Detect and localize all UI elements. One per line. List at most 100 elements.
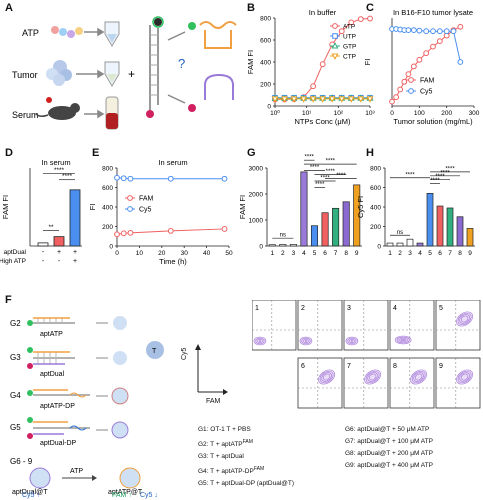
legend-g3: G3: T + aptDual (198, 453, 244, 461)
chart-G-xtick-label: 3 (292, 250, 296, 257)
chart-E-point-FAM (120, 230, 127, 237)
chart-G-xtick-label: 2 (281, 250, 285, 257)
chart-H-xtick-label: 9 (468, 250, 472, 257)
tube-icons (104, 21, 120, 130)
chart-E-ytick-label: 600 (102, 185, 113, 192)
chart-C-ylabel: FI (363, 59, 372, 66)
chart-C-point-FAM (393, 94, 400, 101)
chart-C-point-Cy5 (457, 59, 464, 65)
construct-g2-id: G2 (10, 319, 21, 328)
chart-B-point-CTP (328, 96, 336, 103)
flow-contour (367, 372, 378, 382)
t-cell-icon (146, 341, 164, 359)
chart-C-point-Cy5 (450, 28, 457, 35)
chart-C-point-FAM (436, 38, 443, 44)
serum-row-label: Serum (12, 110, 39, 120)
panel-label-h: H (366, 147, 374, 159)
chart-E-title: In serum (158, 158, 187, 167)
chart-G-bar (268, 244, 276, 247)
complex-right-label: aptATP@T (108, 489, 143, 496)
chart-E-xtick-label: 0 (115, 250, 119, 257)
chart-D-condition: + (73, 249, 77, 256)
chart-C-point-Cy5 (430, 28, 436, 35)
flow-panel-5: 5 (435, 300, 481, 351)
chart-E-point-Cy5 (167, 175, 174, 182)
flow-contour (459, 314, 470, 324)
chart-B-legend-GTP: GTP (343, 44, 356, 51)
chart-E-xtick-label: 10 (136, 250, 144, 257)
flow-legend-right: G6: aptDual@T + 50 μM ATP G7: aptDual@T … (345, 424, 433, 472)
flow-contour (460, 315, 469, 323)
chart-C-point-Cy5 (416, 27, 423, 34)
chart-H-xtick-label: 1 (388, 250, 392, 257)
panel-label-a: A (5, 2, 13, 14)
chart-B-point-ATP (319, 61, 326, 68)
chart-C-point-Cy5 (405, 27, 412, 34)
chart-H-ytick-label: 400 (370, 205, 381, 212)
chart-H-xtick-label: 3 (408, 250, 412, 257)
chart-B-ytick-label: 200 (260, 82, 271, 89)
construct-g5-id: G5 (10, 423, 21, 432)
construct-g2-name: aptATP (40, 331, 63, 338)
panel-a-schematic: ATP Tumor Serum + (12, 16, 237, 130)
panel-a-arrows (76, 27, 105, 119)
legend-g4: G4: T + aptATP-DPFAM (198, 466, 265, 476)
mouse-icon (35, 97, 80, 120)
atp-arrow-label: ATP (70, 468, 83, 475)
chart-C-legend-marker-FAM (408, 77, 414, 83)
flow-panel-number: 3 (347, 305, 351, 312)
flow-panel-number: 6 (301, 363, 305, 370)
plus-sign: + (128, 67, 135, 81)
chart-B-point-ATP (338, 28, 345, 35)
chart-B-point-CTP (271, 96, 279, 103)
chart-H-ytick-label: 800 (370, 166, 381, 173)
chart-G-bar (342, 201, 350, 247)
chart-E-legend-marker-Cy5 (127, 206, 133, 212)
flow-contour (400, 338, 407, 341)
chart-D-significance: ** (48, 224, 54, 231)
legend-g8: G8: aptDual@T + 200 μM ATP (345, 450, 433, 457)
legend-g2: G2: T + aptATPFAM (198, 439, 253, 449)
flow-contour (413, 372, 424, 382)
flow-contour (319, 370, 334, 384)
chart-D-condition: - (42, 258, 45, 265)
flow-contour (368, 373, 377, 381)
chart-G-xtick-label: 1 (270, 250, 274, 257)
chart-B-point-CTP (338, 96, 346, 103)
flow-panel-number: 4 (393, 305, 397, 312)
construct-g4-name: aptATP-DP (40, 403, 75, 410)
chart-C-xtick-label: 200 (441, 110, 452, 117)
chart-G-xtick-label: 7 (334, 250, 338, 257)
flow-axis-x-label: FAM (206, 398, 221, 405)
construct-g4-icon (27, 389, 90, 398)
chart-C-point-Cy5 (436, 28, 443, 35)
chart-B-legend-UTP: UTP (343, 34, 356, 41)
chart-H-bar (446, 207, 454, 247)
legend-g5: G5: T + aptDual-DP (aptDual@T) (198, 480, 295, 488)
chart-C-xtick-label: 100 (414, 110, 425, 117)
chart-D-bar (69, 189, 81, 247)
chart-C-point-FAM (457, 23, 464, 30)
g69-label: G6 - 9 (10, 457, 33, 466)
question-mark: ? (178, 56, 185, 71)
chart-B-title: In buffer (309, 8, 337, 17)
chart-G-significance: **** (326, 169, 336, 175)
flow-panel-6: 6 (297, 357, 343, 409)
chart-C-point-Cy5 (443, 28, 450, 35)
chart-H-significance: **** (435, 174, 445, 180)
flow-axis-key (195, 344, 228, 395)
panel-label-f: F (5, 294, 12, 306)
flow-panel-9: 9 (435, 357, 481, 409)
atp-row-label: ATP (22, 28, 39, 38)
chart-C-point-FAM (401, 78, 408, 85)
chart-B-ytick-label: 600 (260, 38, 271, 45)
chart-E-point-FAM (167, 227, 174, 234)
chart-B-xtick-label: 10³ (365, 110, 375, 117)
flow-panel-3: 3 (343, 300, 389, 351)
flow-contour (459, 372, 470, 382)
complex-left-readout: Cy5 ↑ (22, 492, 40, 499)
flow-panel-2: 2 (297, 300, 343, 351)
chart-G-bar (300, 171, 308, 247)
flow-contour (394, 335, 412, 345)
